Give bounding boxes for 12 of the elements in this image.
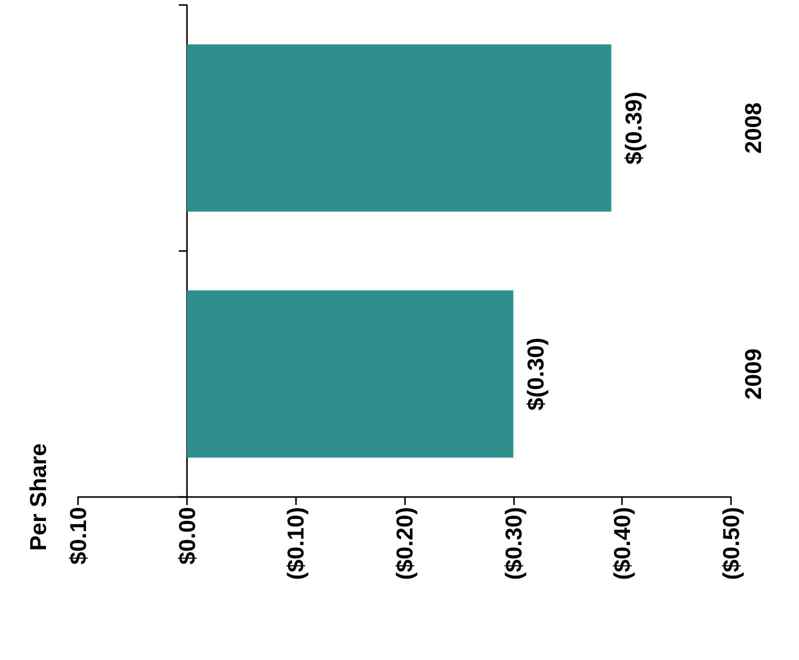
x-tick-label: ($0.50): [718, 507, 744, 580]
y-tick-label: 2009: [740, 348, 766, 400]
x-tick-label: ($0.20): [392, 507, 418, 580]
y-tick-label: 2008: [740, 102, 766, 154]
y-axis-title: Per Share: [25, 443, 51, 551]
x-tick-label: ($0.10): [282, 507, 309, 580]
x-tick-label: ($0.30): [500, 507, 526, 580]
x-tick-label: $0.10: [65, 507, 91, 565]
x-tick-label: $0.00: [174, 507, 200, 565]
data-label: $(0.39): [620, 92, 646, 164]
data-label: $(0.30): [522, 338, 548, 410]
x-tick-label: ($0.40): [609, 507, 636, 580]
